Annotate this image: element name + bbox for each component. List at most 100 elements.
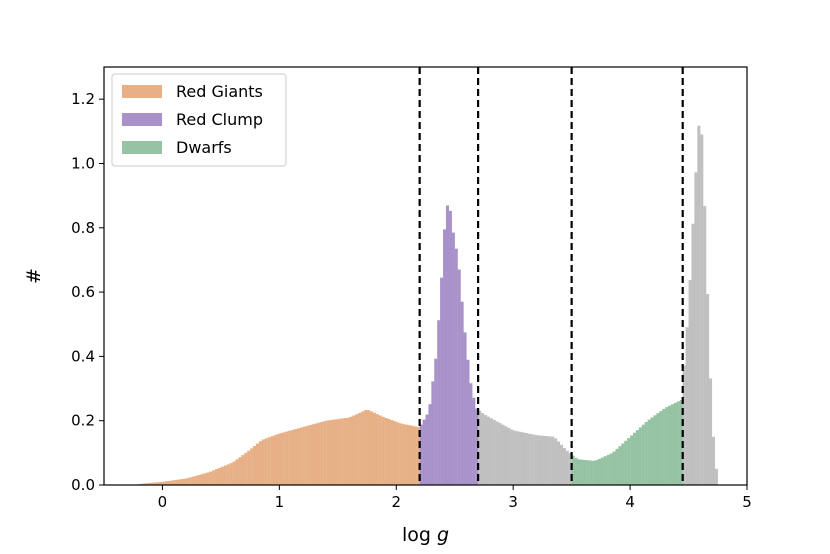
histogram-bar bbox=[367, 410, 371, 485]
histogram-bar bbox=[650, 417, 654, 485]
histogram-bar bbox=[448, 210, 452, 485]
histogram-bar bbox=[217, 467, 222, 485]
histogram-bar bbox=[498, 423, 502, 485]
histogram-bar bbox=[179, 479, 184, 485]
histogram-bar bbox=[507, 427, 511, 485]
histogram-bar bbox=[206, 472, 210, 485]
histogram-bar bbox=[168, 480, 172, 485]
histogram-bar bbox=[302, 426, 306, 485]
histogram-bar bbox=[592, 460, 596, 485]
histogram-bar bbox=[384, 418, 388, 485]
histogram-bar bbox=[574, 458, 578, 485]
histogram-bar bbox=[595, 460, 599, 485]
histogram-bar bbox=[320, 421, 324, 485]
x-axis-ticks: 0 1 2 3 4 5 bbox=[158, 485, 752, 511]
x-tick-label: 0 bbox=[158, 493, 168, 511]
histogram-bar bbox=[387, 419, 391, 485]
histogram-bar bbox=[244, 452, 248, 485]
x-tick-label: 3 bbox=[508, 493, 518, 511]
histogram-bar bbox=[369, 411, 374, 485]
y-tick-label: 0.0 bbox=[71, 476, 95, 494]
histogram-bar bbox=[618, 446, 622, 485]
histogram-bar bbox=[144, 483, 148, 485]
histogram-bar bbox=[407, 425, 412, 485]
histogram-bar bbox=[685, 327, 689, 485]
histogram-bar bbox=[711, 436, 715, 485]
histogram-bar bbox=[501, 424, 505, 485]
histogram-bar bbox=[364, 410, 368, 485]
histogram-bar bbox=[270, 436, 274, 485]
histogram-bar bbox=[691, 223, 695, 485]
histogram-bar bbox=[402, 424, 406, 485]
histogram-bar bbox=[460, 301, 464, 485]
histogram-bar bbox=[679, 399, 683, 485]
histogram-bar bbox=[559, 444, 564, 485]
histogram-bar bbox=[516, 431, 520, 485]
histogram-bar bbox=[261, 439, 265, 485]
histogram-bar bbox=[215, 469, 219, 485]
histogram-bar bbox=[142, 483, 146, 485]
histogram-bar bbox=[419, 424, 423, 485]
histogram-bar bbox=[279, 433, 283, 485]
histogram-bar bbox=[349, 416, 353, 485]
legend-label: Dwarfs bbox=[176, 138, 232, 157]
histogram-bar bbox=[253, 446, 257, 485]
region-dividers bbox=[418, 67, 684, 485]
histogram-bar bbox=[472, 397, 476, 485]
histogram-bar bbox=[483, 415, 488, 485]
histogram-bar bbox=[527, 433, 531, 485]
y-axis-ticks: 0.0 0.2 0.4 0.6 0.8 1.0 1.2 bbox=[71, 90, 104, 494]
legend: Red Giants Red Clump Dwarfs bbox=[111, 73, 287, 167]
histogram-bar bbox=[171, 480, 175, 485]
histogram-bar bbox=[635, 430, 640, 485]
histogram-bar bbox=[238, 457, 242, 485]
histogram-bar bbox=[638, 427, 642, 485]
histogram-bar bbox=[375, 414, 379, 485]
histogram-bar bbox=[264, 438, 268, 485]
histogram-bar bbox=[513, 430, 517, 485]
histogram-bar bbox=[156, 482, 160, 485]
histogram-bar bbox=[641, 424, 645, 485]
histogram-bar bbox=[288, 430, 292, 485]
histogram-bar bbox=[337, 418, 341, 485]
histogram-bar bbox=[562, 448, 566, 485]
y-tick-label: 0.8 bbox=[71, 219, 95, 237]
histogram-bar bbox=[334, 419, 338, 485]
legend-label: Red Clump bbox=[176, 110, 263, 129]
x-tick-label: 5 bbox=[742, 493, 752, 511]
histogram-bar bbox=[434, 358, 438, 485]
histogram-bar bbox=[600, 457, 604, 485]
histogram-bar bbox=[226, 464, 230, 485]
histogram-bar bbox=[688, 280, 692, 485]
legend-swatch bbox=[122, 141, 162, 154]
histogram-bar bbox=[571, 455, 575, 485]
histogram-bar bbox=[191, 476, 195, 485]
histogram-bar bbox=[299, 427, 303, 485]
histogram-bar bbox=[621, 443, 625, 485]
histogram-bar bbox=[633, 432, 637, 485]
histogram-bar bbox=[565, 450, 569, 485]
histogram-bar bbox=[276, 434, 280, 485]
histogram-bar bbox=[153, 482, 157, 485]
histogram-bar bbox=[612, 451, 616, 485]
histogram-bar bbox=[273, 435, 277, 485]
histogram-bar bbox=[445, 205, 450, 485]
histogram-bars bbox=[133, 125, 718, 486]
histogram-bar bbox=[668, 405, 672, 485]
histogram-bar bbox=[545, 436, 549, 485]
histogram-bar bbox=[314, 423, 318, 485]
legend-swatch bbox=[122, 85, 162, 98]
histogram-bar bbox=[706, 294, 710, 485]
histogram-bar bbox=[548, 436, 552, 485]
histogram-bar bbox=[220, 466, 224, 485]
histogram-bar bbox=[361, 411, 365, 485]
histogram-bar bbox=[194, 475, 198, 485]
histogram-bar bbox=[589, 460, 593, 485]
histogram-bar bbox=[659, 411, 663, 485]
histogram-bar bbox=[323, 421, 327, 485]
histogram-bar bbox=[454, 248, 458, 485]
histogram-bar bbox=[557, 441, 561, 485]
histogram-bar bbox=[437, 320, 441, 485]
histogram-bar bbox=[331, 419, 336, 485]
